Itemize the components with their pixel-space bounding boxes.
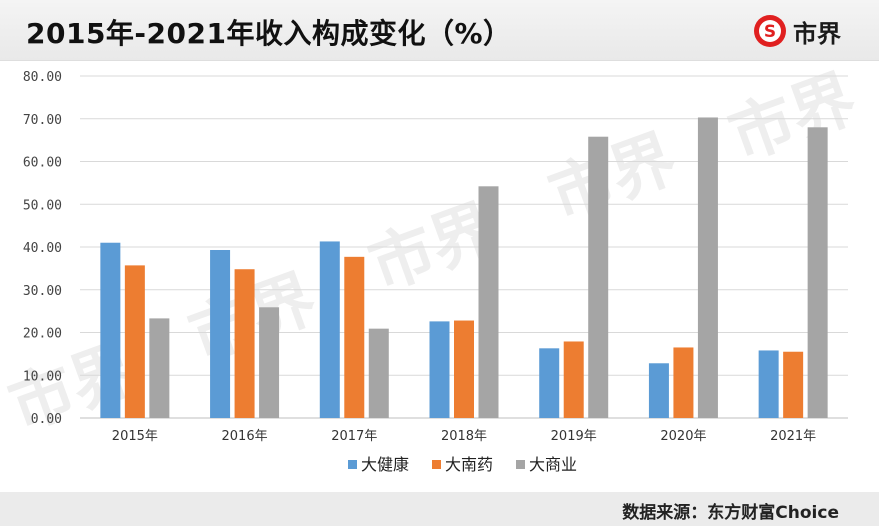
x-tick-label: 2021年 — [770, 429, 816, 444]
bar-2 — [234, 269, 255, 418]
svg-text:S: S — [764, 22, 776, 42]
x-tick-label: 2019年 — [551, 429, 597, 444]
bar-2 — [783, 351, 804, 418]
y-tick-label: 10.00 — [23, 369, 62, 384]
y-tick-label: 80.00 — [23, 70, 62, 85]
bar-2 — [673, 347, 694, 418]
y-tick-label: 30.00 — [23, 284, 62, 299]
dollar-circle-icon: S — [754, 15, 786, 47]
x-tick-label: 2016年 — [222, 429, 268, 444]
chart-header: 2015年-2021年收入构成变化（%） S 市界 — [0, 0, 879, 61]
bar-1 — [648, 363, 669, 418]
legend-label: 大南药 — [445, 455, 493, 474]
bar-2 — [454, 320, 474, 418]
grid-lines — [80, 75, 848, 419]
bar-1 — [758, 350, 779, 418]
bar-2 — [563, 341, 584, 418]
bar-3 — [478, 186, 499, 418]
chart-title: 2015年-2021年收入构成变化（%） — [26, 17, 512, 50]
legend-swatch — [516, 460, 525, 469]
bars — [100, 117, 828, 419]
y-axis: 0.00 10.00 20.00 30.00 40.00 50.00 60.00 70.00 8… — [23, 70, 62, 427]
brand-logo: S 市界 — [753, 14, 841, 48]
y-tick-label: 20.00 — [23, 327, 62, 342]
watermark-text: 市界 — [540, 122, 686, 235]
legend-label: 大健康 — [361, 455, 409, 474]
bar-3 — [588, 136, 609, 418]
legend-label: 大商业 — [529, 455, 577, 474]
brand-name: 市界 — [793, 19, 841, 48]
y-tick-label: 60.00 — [23, 156, 62, 171]
y-tick-label: 40.00 — [23, 241, 62, 256]
data-source: 数据来源：东方财富Choice — [622, 503, 839, 523]
legend-swatch — [432, 460, 441, 469]
bar-2 — [124, 265, 145, 418]
x-axis: 2015年 2016年 2017年 2018年 2019年 2020年 2021年 — [112, 429, 816, 444]
y-tick-label: 50.00 — [23, 198, 62, 213]
y-tick-label: 0.00 — [31, 412, 62, 427]
y-tick-label: 70.00 — [23, 113, 62, 128]
bar-3 — [807, 127, 828, 419]
bar-1 — [429, 321, 450, 418]
legend: 大健康 大南药 大商业 — [348, 455, 577, 474]
x-tick-label: 2020年 — [660, 429, 706, 444]
chart-footer: 数据来源：东方财富Choice — [0, 492, 879, 526]
x-tick-label: 2015年 — [112, 429, 158, 444]
bar-3 — [697, 117, 718, 418]
bar-1 — [210, 249, 231, 418]
bar-3 — [149, 318, 170, 418]
bar-1 — [100, 242, 121, 418]
legend-swatch — [348, 460, 357, 469]
bar-1 — [539, 348, 560, 418]
bar-1 — [319, 241, 340, 418]
bar-3 — [259, 307, 280, 418]
bar-3 — [368, 328, 389, 418]
x-tick-label: 2017年 — [331, 429, 377, 444]
bar-2 — [344, 256, 365, 418]
x-tick-label: 2018年 — [441, 429, 487, 444]
